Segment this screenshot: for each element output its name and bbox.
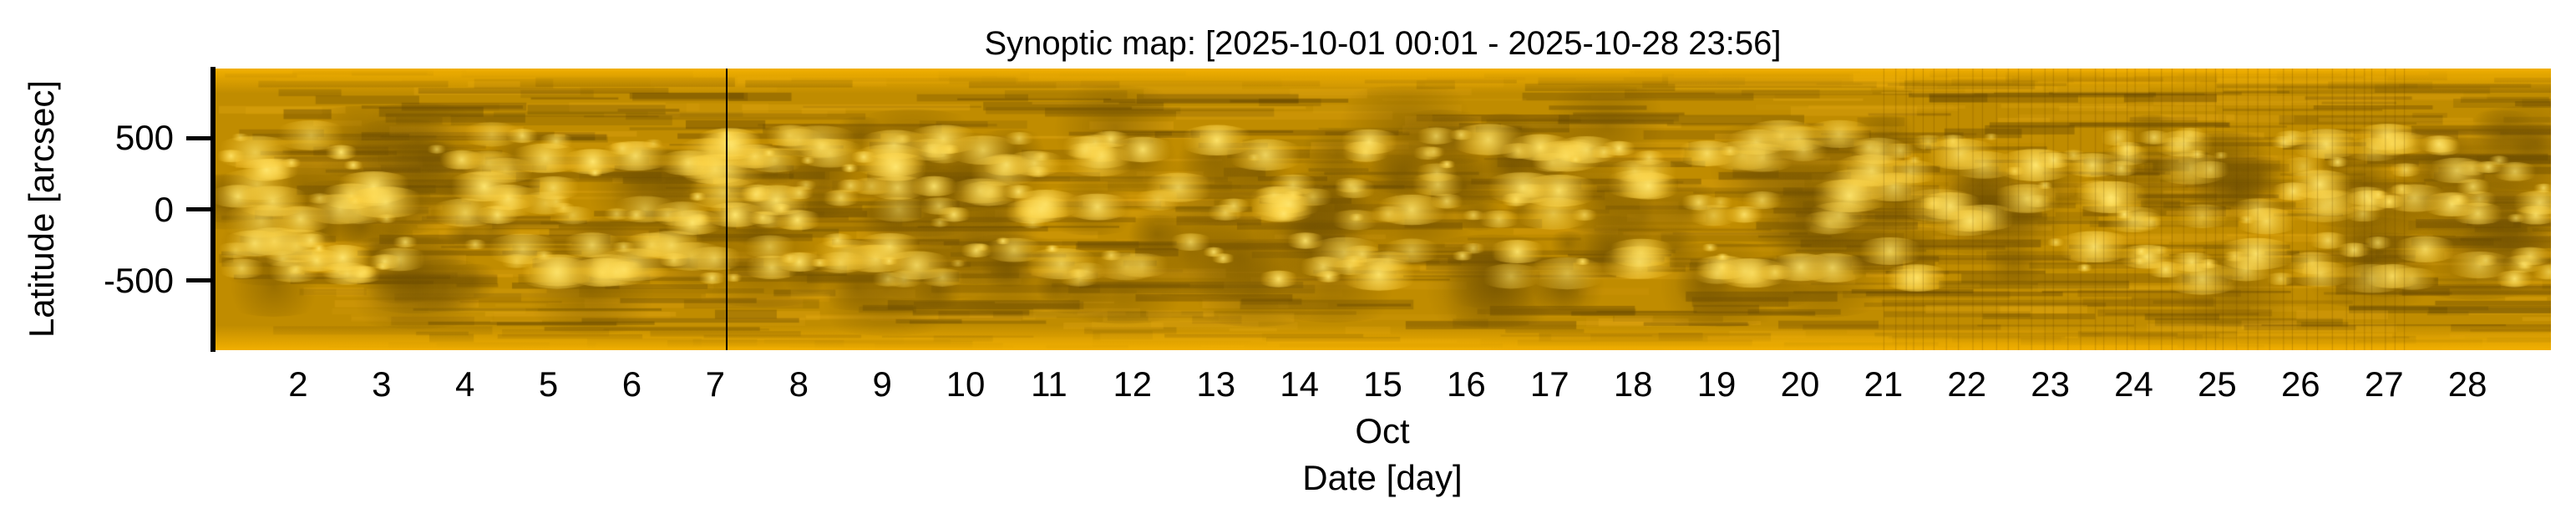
x-tick-label: 14 — [1280, 364, 1319, 404]
x-tick-label: 13 — [1196, 364, 1236, 404]
x-tick-label: 16 — [1447, 364, 1486, 404]
x-tick-label: 10 — [946, 364, 986, 404]
x-tick-label: 23 — [2031, 364, 2070, 404]
chart-title: Synoptic map: [2025-10-01 00:01 - 2025-1… — [984, 25, 1782, 62]
x-tick-label: 21 — [1864, 364, 1904, 404]
x-tick-label: 8 — [789, 364, 809, 404]
y-tick-label: 500 — [114, 118, 174, 158]
x-axis-title: Date [day] — [1302, 458, 1463, 497]
y-axis-title: Latitude [arcsec] — [22, 79, 61, 338]
y-tick-label: -500 — [103, 260, 174, 300]
x-tick-label: 19 — [1696, 364, 1737, 404]
x-tick-label: 26 — [2280, 364, 2320, 404]
x-tick-label: 4 — [454, 364, 475, 404]
x-tick-label: 22 — [1947, 364, 1987, 404]
x-tick-label: 15 — [1363, 364, 1402, 404]
x-tick-label: 2 — [288, 364, 308, 404]
data-gap-line — [726, 69, 728, 350]
x-tick-label: 24 — [2114, 364, 2153, 404]
x-tick-label: 11 — [1031, 364, 1067, 404]
x-tick-label: 20 — [1780, 364, 1820, 404]
x-tick-label: 7 — [705, 364, 726, 404]
x-axis-month-label: Oct — [1355, 411, 1410, 450]
x-tick-label: 18 — [1613, 364, 1653, 404]
synoptic-map-image — [215, 69, 2551, 350]
x-tick-label: 27 — [2364, 364, 2404, 404]
x-tick-label: 6 — [621, 364, 642, 404]
y-tick-mark — [186, 207, 211, 211]
x-tick-label: 28 — [2447, 364, 2487, 404]
y-tick-mark — [186, 135, 211, 140]
x-tick-label: 12 — [1113, 364, 1153, 404]
y-tick-mark — [186, 278, 211, 283]
y-tick-label: 0 — [154, 189, 174, 229]
x-tick-label: 25 — [2198, 364, 2237, 404]
x-tick-label: 17 — [1529, 364, 1569, 404]
y-axis-line — [210, 67, 216, 352]
x-tick-label: 9 — [872, 364, 892, 404]
x-tick-label: 3 — [372, 364, 392, 404]
x-tick-label: 5 — [538, 364, 559, 404]
